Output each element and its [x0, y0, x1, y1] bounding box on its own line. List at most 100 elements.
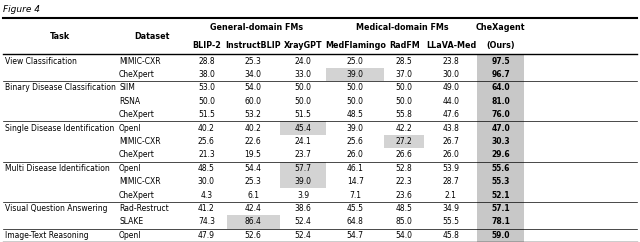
Text: 25.0: 25.0 — [347, 57, 364, 66]
Bar — [384, 148, 424, 162]
Text: 54.0: 54.0 — [396, 231, 413, 240]
Bar — [227, 189, 280, 202]
Text: 48.5: 48.5 — [198, 164, 215, 173]
Text: 26.0: 26.0 — [347, 151, 364, 159]
Text: 37.0: 37.0 — [396, 70, 413, 79]
Bar — [384, 54, 424, 68]
Bar — [3, 229, 117, 242]
Bar — [384, 108, 424, 121]
Text: OpenI: OpenI — [119, 231, 141, 240]
Text: Dataset: Dataset — [134, 32, 170, 41]
Text: LLaVA-Med: LLaVA-Med — [426, 41, 476, 50]
Text: 76.0: 76.0 — [492, 110, 510, 119]
Text: Medical-domain FMs: Medical-domain FMs — [356, 23, 448, 32]
Text: 23.7: 23.7 — [294, 151, 312, 159]
Bar — [326, 95, 384, 108]
Bar — [186, 215, 227, 229]
Bar — [227, 108, 280, 121]
Bar — [227, 148, 280, 162]
Text: CheXagent: CheXagent — [476, 23, 525, 32]
Bar — [326, 108, 384, 121]
Bar — [477, 202, 524, 215]
Text: Task: Task — [50, 32, 70, 41]
Bar — [477, 121, 524, 135]
Bar — [424, 189, 477, 202]
Text: Single Disease Identification: Single Disease Identification — [5, 124, 115, 133]
Text: 50.0: 50.0 — [347, 83, 364, 92]
Bar — [424, 54, 477, 68]
Bar — [3, 148, 117, 162]
Bar — [384, 162, 424, 175]
Text: 28.8: 28.8 — [198, 57, 214, 66]
Text: 52.1: 52.1 — [492, 191, 510, 200]
Bar — [280, 95, 326, 108]
Bar — [326, 135, 384, 148]
Text: 26.7: 26.7 — [442, 137, 460, 146]
Text: CheXpert: CheXpert — [119, 110, 155, 119]
Text: 6.1: 6.1 — [247, 191, 259, 200]
Text: 64.0: 64.0 — [492, 83, 510, 92]
Text: 49.0: 49.0 — [442, 83, 460, 92]
Text: View Classification: View Classification — [5, 57, 77, 66]
Bar — [186, 162, 227, 175]
Text: 34.9: 34.9 — [442, 204, 460, 213]
Bar — [227, 95, 280, 108]
Bar — [384, 215, 424, 229]
Bar — [280, 108, 326, 121]
Bar — [3, 81, 117, 95]
Text: 46.1: 46.1 — [347, 164, 364, 173]
Bar — [326, 148, 384, 162]
Bar — [424, 202, 477, 215]
Text: 81.0: 81.0 — [492, 97, 510, 106]
Bar — [384, 135, 424, 148]
Bar — [186, 54, 227, 68]
Bar — [186, 108, 227, 121]
Text: MIMIC-CXR: MIMIC-CXR — [119, 137, 161, 146]
Bar — [384, 175, 424, 189]
Bar — [424, 121, 477, 135]
Text: 54.4: 54.4 — [244, 164, 262, 173]
Bar — [3, 215, 117, 229]
Text: Rad-Restruct: Rad-Restruct — [119, 204, 169, 213]
Bar — [384, 121, 424, 135]
Bar — [477, 148, 524, 162]
Bar — [3, 135, 117, 148]
Bar — [186, 121, 227, 135]
Bar — [384, 95, 424, 108]
Bar — [117, 229, 186, 242]
Text: 47.9: 47.9 — [198, 231, 215, 240]
Text: 30.0: 30.0 — [198, 177, 215, 186]
Text: 50.0: 50.0 — [347, 97, 364, 106]
Text: 23.8: 23.8 — [442, 57, 460, 66]
Bar — [326, 121, 384, 135]
Bar — [3, 108, 117, 121]
Text: 53.2: 53.2 — [244, 110, 262, 119]
Text: 50.0: 50.0 — [396, 83, 413, 92]
Text: 50.0: 50.0 — [294, 97, 312, 106]
Bar — [3, 189, 117, 202]
Text: CheXpert: CheXpert — [119, 191, 155, 200]
Bar — [227, 175, 280, 189]
Text: 45.4: 45.4 — [294, 124, 312, 133]
Bar — [424, 148, 477, 162]
Bar — [117, 148, 186, 162]
Bar — [477, 95, 524, 108]
Text: 57.1: 57.1 — [492, 204, 510, 213]
Bar — [3, 36, 637, 54]
Text: 39.0: 39.0 — [347, 124, 364, 133]
Text: 22.6: 22.6 — [244, 137, 262, 146]
Text: 55.6: 55.6 — [492, 164, 510, 173]
Bar — [117, 81, 186, 95]
Bar — [280, 202, 326, 215]
Bar — [186, 148, 227, 162]
Bar — [117, 189, 186, 202]
Bar — [477, 135, 524, 148]
Bar — [3, 175, 117, 189]
Bar — [227, 162, 280, 175]
Bar — [3, 202, 117, 215]
Bar — [424, 95, 477, 108]
Text: 55.5: 55.5 — [442, 217, 460, 227]
Text: 51.5: 51.5 — [198, 110, 215, 119]
Text: 14.7: 14.7 — [347, 177, 364, 186]
Text: 51.5: 51.5 — [294, 110, 312, 119]
